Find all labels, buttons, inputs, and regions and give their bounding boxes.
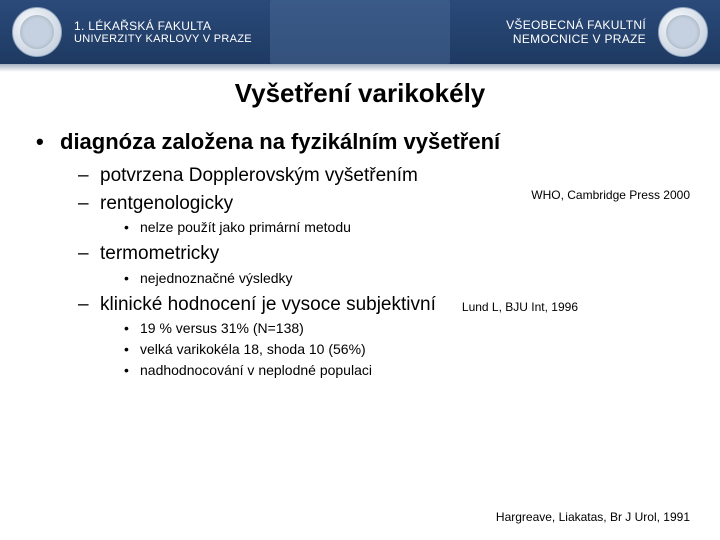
l3-text: nelze použít jako primární metodu — [140, 219, 351, 235]
bullet-list-level3: nelze použít jako primární metodu — [100, 218, 692, 237]
l3-text: nadhodnocování v neplodné populaci — [140, 362, 372, 378]
slide-content: Vyšetření varikokély diagnóza založena n… — [0, 64, 720, 380]
citation-hargreave: Hargreave, Liakatas, Br J Urol, 1991 — [496, 510, 690, 524]
l3-item: nejednoznačné výsledky — [124, 269, 692, 288]
l2-item: termometricky nejednoznačné výsledky — [78, 241, 692, 288]
l2-text: potvrzena Dopplerovským vyšetřením — [100, 165, 418, 186]
l2-text: termometricky — [100, 243, 219, 264]
l3-item: 19 % versus 31% (N=138) — [124, 319, 692, 338]
header-left-text: 1. LÉKAŘSKÁ FAKULTA UNIVERZITY KARLOVY V… — [74, 19, 360, 45]
l3-text: 19 % versus 31% (N=138) — [140, 320, 304, 336]
l3-text: nejednoznačné výsledky — [140, 270, 293, 286]
l3-item: velká varikokéla 18, shoda 10 (56%) — [124, 340, 692, 359]
header-left-line1: 1. LÉKAŘSKÁ FAKULTA — [74, 19, 360, 33]
l3-item: nadhodnocování v neplodné populaci — [124, 361, 692, 380]
l2-text: rentgenologicky — [100, 193, 233, 214]
l2-item: klinické hodnocení je vysoce subjektivní… — [78, 292, 692, 380]
hospital-seal-right — [658, 7, 708, 57]
header-right-line2: NEMOCNICE V PRAZE — [360, 32, 646, 46]
l1-text: diagnóza založena na fyzikálním vyšetřen… — [60, 129, 500, 154]
university-seal-left — [12, 7, 62, 57]
citation-lund: Lund L, BJU Int, 1996 — [462, 300, 578, 314]
slide-title: Vyšetření varikokély — [28, 78, 692, 109]
l3-item: nelze použít jako primární metodu — [124, 218, 692, 237]
l2-text: klinické hodnocení je vysoce subjektivní — [100, 294, 436, 315]
l1-item: diagnóza založena na fyzikálním vyšetřen… — [36, 129, 692, 380]
header-left-line2: UNIVERZITY KARLOVY V PRAZE — [74, 33, 360, 45]
header-right-line1: VŠEOBECNÁ FAKULTNÍ — [360, 18, 646, 32]
header-banner: 1. LÉKAŘSKÁ FAKULTA UNIVERZITY KARLOVY V… — [0, 0, 720, 64]
bullet-list-level1: diagnóza založena na fyzikálním vyšetřen… — [28, 129, 692, 380]
header-right-text: VŠEOBECNÁ FAKULTNÍ NEMOCNICE V PRAZE — [360, 18, 646, 46]
bullet-list-level3: 19 % versus 31% (N=138) velká varikokéla… — [100, 319, 692, 380]
citation-who: WHO, Cambridge Press 2000 — [531, 188, 690, 202]
l3-text: velká varikokéla 18, shoda 10 (56%) — [140, 341, 366, 357]
l2-item: potvrzena Dopplerovským vyšetřením — [78, 163, 692, 189]
bullet-list-level3: nejednoznačné výsledky — [100, 269, 692, 288]
